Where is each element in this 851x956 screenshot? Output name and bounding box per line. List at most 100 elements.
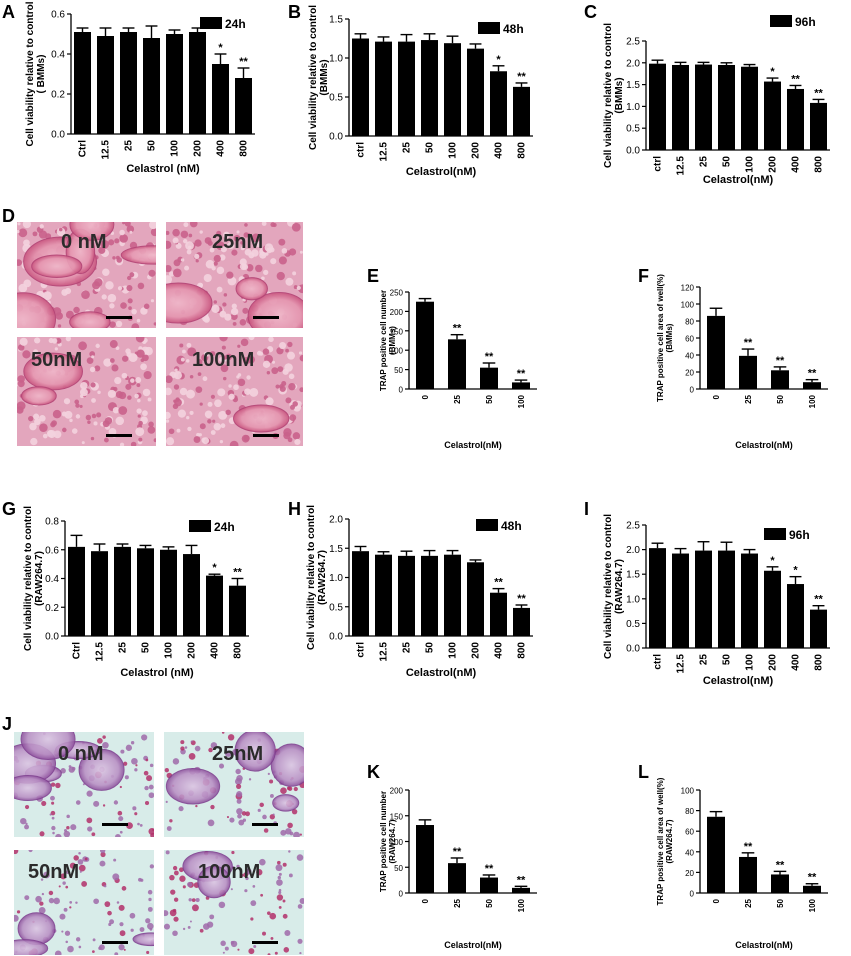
chart-l-trap-area-raw: 0 20 40 60 80 100 0 ** 25 ** 50 ** 100 Celastrol(nM) T… bbox=[656, 777, 828, 950]
cell-speck bbox=[142, 388, 151, 397]
bar bbox=[352, 551, 369, 636]
cell-speck bbox=[115, 346, 120, 351]
cell-speck bbox=[210, 742, 218, 749]
y-tick-label: 40 bbox=[685, 352, 694, 361]
cell-speck bbox=[55, 337, 62, 344]
cell-speck bbox=[100, 240, 110, 249]
cell-speck bbox=[116, 257, 123, 263]
cell-speck bbox=[172, 268, 182, 278]
y-tick-label: 0.5 bbox=[626, 619, 640, 630]
cell-speck bbox=[216, 266, 225, 275]
y-tick-label: 80 bbox=[685, 318, 694, 327]
y-tick-label: 0.0 bbox=[51, 130, 65, 141]
cell-speck bbox=[274, 951, 278, 955]
cell-speck bbox=[71, 766, 76, 771]
cell-speck bbox=[144, 346, 153, 356]
cell-speck bbox=[240, 241, 244, 245]
y-axis-title: TRAP positive cell area of well(%) bbox=[656, 274, 665, 402]
cell-speck bbox=[144, 785, 149, 791]
cell-speck bbox=[288, 248, 297, 256]
cell-speck bbox=[61, 289, 68, 296]
cell-speck bbox=[187, 925, 191, 929]
cell-speck bbox=[40, 878, 44, 881]
cell-speck bbox=[178, 867, 184, 873]
cell-speck bbox=[231, 249, 238, 256]
bar bbox=[707, 816, 725, 893]
y-tick-label: 40 bbox=[685, 848, 694, 857]
cell-speck bbox=[141, 734, 148, 741]
category-label: 12.5 bbox=[379, 142, 390, 162]
cell-speck bbox=[16, 910, 21, 914]
significance-mark: ** bbox=[744, 841, 753, 853]
y-tick-label: 1.5 bbox=[626, 80, 640, 91]
bar bbox=[803, 885, 821, 893]
micrograph-raw-0nm: 0 nM bbox=[14, 732, 154, 837]
bar bbox=[764, 570, 781, 648]
cell-speck bbox=[93, 898, 100, 905]
cell-speck bbox=[92, 950, 95, 953]
x-axis-title: Celastrol(nM) bbox=[735, 940, 793, 950]
y-tick-label: 0.4 bbox=[51, 50, 65, 61]
cell-speck bbox=[193, 436, 201, 443]
category-label: 100 bbox=[517, 898, 526, 912]
cell-speck bbox=[138, 877, 142, 882]
cell-speck bbox=[100, 851, 106, 858]
cell-speck bbox=[80, 388, 88, 397]
category-label: 800 bbox=[814, 156, 825, 173]
cell-speck bbox=[248, 948, 255, 955]
panel-letter-b: B bbox=[288, 2, 301, 22]
bar bbox=[512, 887, 530, 893]
cell-speck bbox=[213, 423, 222, 431]
y-tick-label: 0.2 bbox=[51, 90, 65, 101]
cell-speck bbox=[148, 827, 154, 835]
significance-mark: ** bbox=[485, 351, 494, 363]
cell-speck bbox=[120, 749, 125, 754]
cell-speck bbox=[212, 419, 216, 423]
cell-speck bbox=[185, 359, 190, 363]
cell-speck bbox=[186, 342, 192, 348]
bar bbox=[695, 550, 712, 648]
cell-speck bbox=[118, 391, 127, 400]
cell-speck bbox=[276, 894, 284, 901]
bar bbox=[68, 546, 85, 636]
bar bbox=[114, 546, 131, 636]
cell-speck bbox=[218, 763, 225, 769]
cell-speck bbox=[211, 266, 216, 271]
cell-speck bbox=[135, 337, 145, 343]
panel-letter-k: K bbox=[367, 762, 380, 782]
y-tick-label: 0.5 bbox=[329, 93, 343, 104]
cell-speck bbox=[209, 247, 215, 253]
cell-speck bbox=[168, 428, 175, 435]
cell-speck bbox=[217, 388, 226, 397]
cell-speck bbox=[220, 423, 226, 429]
cell-speck bbox=[51, 338, 58, 344]
y-tick-label: 150 bbox=[390, 327, 404, 336]
legend-label: 96h bbox=[789, 528, 810, 542]
legend-label: 48h bbox=[501, 519, 522, 533]
cell-speck bbox=[275, 384, 280, 389]
cell-speck bbox=[131, 323, 140, 328]
category-label: 50 bbox=[722, 654, 733, 666]
cell-speck bbox=[63, 907, 68, 912]
cell-speck bbox=[187, 347, 197, 357]
cell-speck bbox=[174, 398, 182, 407]
cell-speck bbox=[189, 374, 194, 379]
y-tick-label: 0.0 bbox=[45, 632, 59, 643]
cell-speck bbox=[207, 401, 213, 407]
cell-speck bbox=[69, 418, 73, 423]
cell-speck bbox=[237, 948, 240, 951]
y-axis-subtitle: (RAW264.7) bbox=[665, 819, 674, 863]
legend-label: 48h bbox=[503, 22, 524, 36]
y-tick-label: 0 bbox=[399, 890, 404, 899]
cell-speck bbox=[150, 228, 156, 237]
cell-speck bbox=[232, 321, 237, 326]
cell-speck bbox=[293, 285, 298, 290]
cell-speck bbox=[117, 810, 123, 816]
cell-speck bbox=[71, 428, 78, 434]
category-label: 400 bbox=[494, 642, 505, 659]
cell-speck bbox=[210, 394, 216, 399]
cell-speck bbox=[136, 349, 145, 358]
cell-speck bbox=[58, 227, 63, 232]
cell-speck bbox=[60, 873, 67, 880]
cell-speck bbox=[183, 222, 189, 228]
